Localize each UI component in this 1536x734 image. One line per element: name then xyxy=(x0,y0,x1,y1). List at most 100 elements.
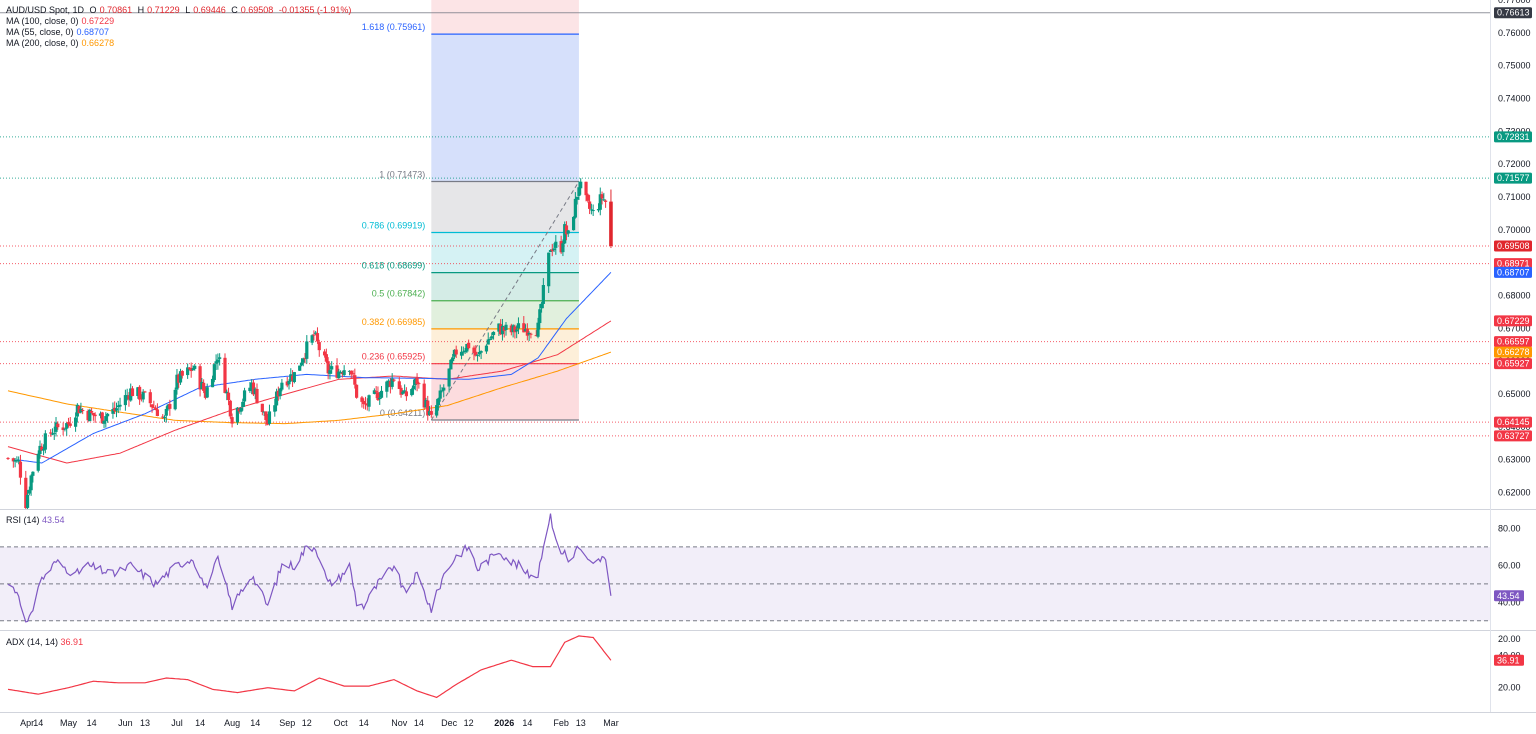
candle[interactable] xyxy=(148,392,152,404)
candle[interactable] xyxy=(424,399,428,408)
candle[interactable] xyxy=(459,351,464,356)
candle[interactable] xyxy=(349,370,353,375)
candle[interactable] xyxy=(403,390,407,393)
candle[interactable] xyxy=(415,377,419,385)
candle[interactable] xyxy=(379,390,384,398)
candle[interactable] xyxy=(88,409,92,422)
candle[interactable] xyxy=(191,368,195,371)
candle[interactable] xyxy=(413,378,417,385)
candle[interactable] xyxy=(596,208,601,211)
candle[interactable] xyxy=(390,378,394,387)
candle[interactable] xyxy=(250,382,254,388)
candle[interactable] xyxy=(210,378,215,388)
candle[interactable] xyxy=(586,194,590,201)
candle[interactable] xyxy=(461,351,465,353)
candle[interactable] xyxy=(54,422,58,432)
candle[interactable] xyxy=(18,461,23,478)
candle[interactable] xyxy=(27,489,31,494)
candle[interactable] xyxy=(522,323,526,333)
candle[interactable] xyxy=(226,392,231,401)
candle[interactable] xyxy=(486,339,490,345)
candle[interactable] xyxy=(474,351,478,356)
candle[interactable] xyxy=(399,387,403,395)
candle[interactable] xyxy=(301,358,305,363)
candle[interactable] xyxy=(554,241,558,248)
candle[interactable] xyxy=(435,405,439,416)
candle[interactable] xyxy=(260,403,264,412)
candle[interactable] xyxy=(267,411,272,424)
candle[interactable] xyxy=(216,359,220,363)
candle[interactable] xyxy=(162,416,167,418)
candle[interactable] xyxy=(360,397,364,402)
candle[interactable] xyxy=(212,364,216,380)
candle[interactable] xyxy=(315,333,320,342)
candle[interactable] xyxy=(116,405,120,408)
candle[interactable] xyxy=(417,383,421,385)
candle[interactable] xyxy=(566,230,570,234)
candle[interactable] xyxy=(509,325,513,333)
candle[interactable] xyxy=(426,400,430,416)
candle[interactable] xyxy=(61,427,65,431)
candle[interactable] xyxy=(440,390,444,392)
last-candle[interactable] xyxy=(609,201,613,247)
candle[interactable] xyxy=(588,201,592,209)
candle[interactable] xyxy=(141,391,145,400)
candle[interactable] xyxy=(102,420,106,424)
candle[interactable] xyxy=(24,477,28,509)
candle[interactable] xyxy=(552,248,556,251)
candle[interactable] xyxy=(548,250,553,252)
candle[interactable] xyxy=(442,387,446,391)
candle[interactable] xyxy=(41,449,46,451)
candle[interactable] xyxy=(253,388,257,394)
candle[interactable] xyxy=(299,362,304,366)
candle[interactable] xyxy=(326,361,330,374)
candle[interactable] xyxy=(385,381,389,392)
candle[interactable] xyxy=(127,395,131,400)
candle[interactable] xyxy=(285,381,289,386)
candle[interactable] xyxy=(338,372,343,374)
candle[interactable] xyxy=(404,391,409,397)
candle[interactable] xyxy=(168,404,172,409)
candle[interactable] xyxy=(106,413,110,417)
candle[interactable] xyxy=(242,390,247,402)
candle[interactable] xyxy=(280,382,284,390)
candle[interactable] xyxy=(312,334,316,336)
candle[interactable] xyxy=(564,225,569,235)
candle[interactable] xyxy=(125,395,129,397)
candle[interactable] xyxy=(218,357,222,359)
candle[interactable] xyxy=(335,365,339,378)
candle[interactable] xyxy=(500,325,505,335)
candle[interactable] xyxy=(264,411,268,421)
candle[interactable] xyxy=(584,181,588,196)
candle[interactable] xyxy=(511,325,515,332)
candle[interactable] xyxy=(251,382,256,395)
candle[interactable] xyxy=(56,423,60,428)
candle[interactable] xyxy=(411,385,416,390)
candle[interactable] xyxy=(513,326,517,333)
candle[interactable] xyxy=(337,371,341,378)
candle[interactable] xyxy=(266,419,270,425)
candle[interactable] xyxy=(502,326,506,331)
candle[interactable] xyxy=(38,445,42,455)
candle[interactable] xyxy=(328,370,332,374)
candle[interactable] xyxy=(155,409,160,416)
candle[interactable] xyxy=(429,411,433,415)
candle[interactable] xyxy=(342,370,346,376)
candle[interactable] xyxy=(274,391,279,406)
candle[interactable] xyxy=(239,407,243,412)
candle[interactable] xyxy=(577,187,581,196)
candle[interactable] xyxy=(287,381,291,385)
candle[interactable] xyxy=(573,198,577,218)
candle[interactable] xyxy=(465,343,469,352)
candle[interactable] xyxy=(534,335,538,337)
candle[interactable] xyxy=(177,374,181,383)
candle[interactable] xyxy=(523,328,528,332)
candle[interactable] xyxy=(529,333,533,335)
candle[interactable] xyxy=(68,423,72,426)
candle[interactable] xyxy=(591,210,595,212)
candle[interactable] xyxy=(410,389,414,396)
candle[interactable] xyxy=(347,370,352,372)
candle[interactable] xyxy=(79,408,83,413)
candle[interactable] xyxy=(392,379,396,381)
